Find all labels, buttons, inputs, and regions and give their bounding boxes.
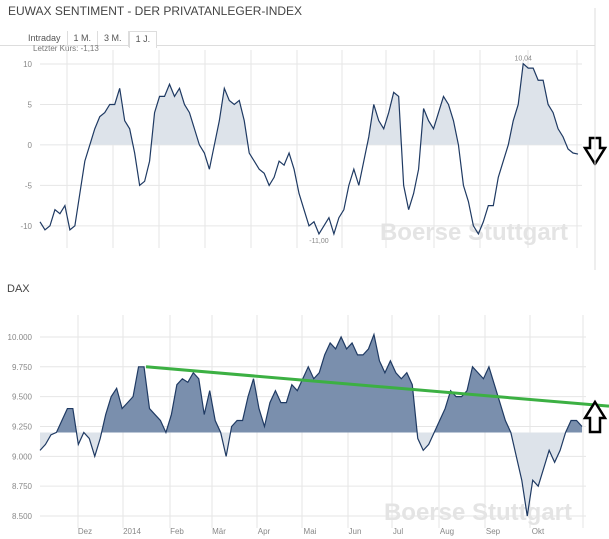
x-tick-label: Aug (440, 527, 454, 536)
tab-divider (0, 45, 595, 46)
y-tick-label: 9.250 (12, 422, 33, 431)
y-tick-label: 10.000 (8, 333, 33, 342)
x-tick-label: Jun (349, 527, 362, 536)
y-tick-label: 8.500 (12, 512, 33, 521)
x-tick-label: 2014 (123, 527, 141, 536)
tab-3m[interactable]: 3 M. (98, 31, 129, 47)
last-price: Letzter Kurs: -1,13 (33, 44, 99, 53)
area-above-baseline (40, 63, 578, 145)
y-tick-label: 5 (28, 100, 33, 109)
y-tick-label: 9.000 (12, 452, 33, 461)
range-tabs: Intraday 1 M. 3 M. 1 J. (22, 31, 158, 48)
x-tick-label: Sep (486, 527, 501, 536)
x-tick-label: Okt (532, 527, 545, 536)
x-tick-label: Feb (170, 527, 184, 536)
watermark: Boerse Stuttgart (384, 499, 572, 526)
dax-title: DAX (7, 283, 30, 295)
watermark: Boerse Stuttgart (380, 219, 568, 246)
y-tick-label: 10 (23, 60, 32, 69)
y-tick-label: -10 (20, 222, 32, 231)
y-tick-label: 9.500 (12, 393, 33, 402)
y-tick-label: -5 (25, 181, 33, 190)
up-arrow-icon (582, 399, 608, 434)
y-tick-label: 8.750 (12, 482, 33, 491)
x-tick-label: Dez (78, 527, 92, 536)
tab-1m[interactable]: 1 M. (68, 31, 99, 47)
page-title: EUWAX SENTIMENT - DER PRIVATANLEGER-INDE… (8, 4, 303, 18)
series-line (39, 332, 583, 517)
y-tick-label: 9.750 (12, 363, 33, 372)
annotation-label: 10,04 (514, 56, 532, 63)
area-above-baseline (40, 334, 582, 433)
y-tick-label: 0 (28, 141, 33, 150)
trendline (145, 365, 609, 408)
x-tick-label: Apr (258, 527, 271, 536)
tab-1y[interactable]: 1 J. (128, 31, 158, 48)
x-tick-label: Mär (212, 527, 226, 536)
x-tick-label: Mai (304, 527, 317, 536)
annotation-label: -11,00 (309, 238, 328, 245)
x-tick-label: Jul (393, 527, 403, 536)
series-line (39, 62, 579, 236)
area-below-baseline (40, 432, 582, 517)
tab-intraday[interactable]: Intraday (22, 31, 68, 47)
